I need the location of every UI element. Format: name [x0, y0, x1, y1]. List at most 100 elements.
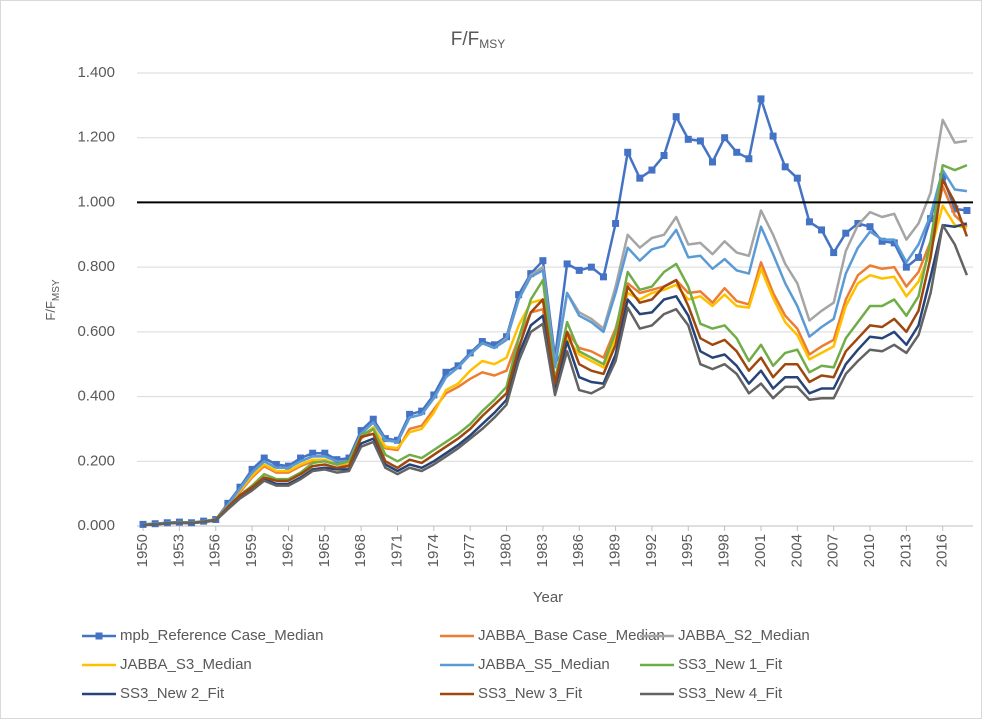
x-tick-label: 1998	[716, 534, 733, 567]
x-tick-label: 1968	[352, 534, 369, 567]
x-tick-label: 1980	[498, 534, 515, 567]
point-marker	[745, 155, 753, 163]
point-marker	[890, 239, 898, 247]
legend-label: SS3_New 2_Fit	[120, 685, 225, 702]
point-marker	[418, 407, 426, 415]
point-marker	[563, 260, 571, 268]
point-marker	[527, 270, 535, 278]
point-marker	[248, 465, 256, 473]
x-tick-label: 1989	[607, 534, 624, 567]
point-marker	[648, 166, 656, 174]
legend-label: SS3_New 3_Fit	[478, 685, 583, 702]
legend-label: SS3_New 1_Fit	[678, 656, 783, 673]
x-tick-label: 1959	[243, 534, 260, 567]
y-tick-label: 0.600	[77, 323, 115, 340]
x-tick-label: 1977	[461, 534, 478, 567]
point-marker	[721, 134, 729, 142]
x-tick-label: 1950	[134, 534, 151, 567]
point-marker	[333, 456, 341, 464]
series-line	[143, 168, 968, 526]
x-axis-label: Year	[533, 589, 563, 606]
point-marker	[345, 454, 353, 462]
x-tick-label: 1965	[316, 534, 333, 567]
y-tick-label: 0.200	[77, 452, 115, 469]
point-marker	[963, 207, 971, 215]
point-marker	[599, 273, 607, 281]
point-marker	[951, 205, 959, 213]
x-tick-label: 1971	[388, 534, 405, 567]
x-tick-label: 2016	[934, 534, 951, 567]
legend-label: mpb_Reference Case_Median	[120, 627, 323, 644]
point-marker	[878, 237, 886, 245]
legend-label: SS3_New 4_Fit	[678, 685, 783, 702]
series-line	[143, 178, 969, 527]
legend-label: JABBA_S2_Median	[678, 627, 810, 644]
point-marker	[830, 249, 838, 257]
point-marker	[369, 415, 377, 423]
point-marker	[793, 174, 801, 182]
point-marker	[575, 266, 583, 274]
x-tick-label: 2010	[861, 534, 878, 567]
point-marker	[866, 223, 874, 231]
x-tick-label: 1974	[425, 534, 442, 567]
point-marker	[357, 427, 365, 435]
x-tick-label: 2013	[897, 534, 914, 567]
x-tick-label: 2007	[825, 534, 842, 567]
x-tick-label: 1953	[170, 534, 187, 567]
y-tick-label: 1.000	[77, 193, 115, 210]
point-marker	[539, 257, 547, 265]
series-line	[143, 223, 969, 527]
point-marker	[709, 158, 717, 166]
point-marker	[272, 461, 280, 469]
y-tick-label: 1.200	[77, 129, 115, 146]
legend-label: JABBA_S3_Median	[120, 656, 252, 673]
point-marker	[733, 148, 741, 156]
point-marker	[139, 520, 147, 528]
point-marker	[757, 95, 765, 103]
point-marker	[624, 148, 632, 156]
point-marker	[696, 137, 704, 145]
x-tick-label: 1962	[279, 534, 296, 567]
point-marker	[818, 226, 826, 234]
y-tick-label: 0.000	[77, 517, 115, 534]
x-tick-label: 1956	[207, 534, 224, 567]
point-marker	[309, 449, 317, 457]
point-marker	[284, 462, 292, 470]
point-marker	[684, 135, 692, 143]
point-marker	[490, 341, 498, 349]
point-marker	[805, 218, 813, 226]
point-marker	[612, 219, 620, 227]
point-marker	[321, 449, 329, 457]
point-marker	[781, 163, 789, 171]
y-tick-label: 1.400	[77, 64, 115, 81]
x-tick-label: 1983	[534, 534, 551, 567]
point-marker	[515, 291, 523, 299]
point-marker	[587, 263, 595, 271]
point-marker	[297, 454, 305, 462]
y-tick-label: 0.800	[77, 258, 115, 275]
x-tick-label: 1995	[679, 534, 696, 567]
title-main: F/F	[451, 29, 480, 50]
y-label-sub: MSY	[51, 279, 62, 301]
point-marker	[902, 263, 910, 271]
y-tick-label: 0.400	[77, 388, 115, 405]
legend-marker	[95, 632, 103, 640]
x-tick-label: 1986	[570, 534, 587, 567]
point-marker	[260, 454, 268, 462]
point-marker	[672, 113, 680, 121]
point-marker	[769, 132, 777, 140]
point-marker	[442, 368, 450, 376]
x-tick-label: 2004	[788, 534, 805, 567]
legend-label: JABBA_Base Case_Median	[478, 627, 665, 644]
y-label-main: F/F	[43, 301, 58, 321]
point-marker	[430, 391, 438, 399]
point-marker	[914, 253, 922, 261]
chart-title: F/FMSY	[451, 29, 506, 51]
point-marker	[660, 152, 668, 160]
point-marker	[636, 174, 644, 182]
point-marker	[842, 229, 850, 237]
x-tick-label: 1992	[643, 534, 660, 567]
title-sub: MSY	[479, 37, 505, 51]
